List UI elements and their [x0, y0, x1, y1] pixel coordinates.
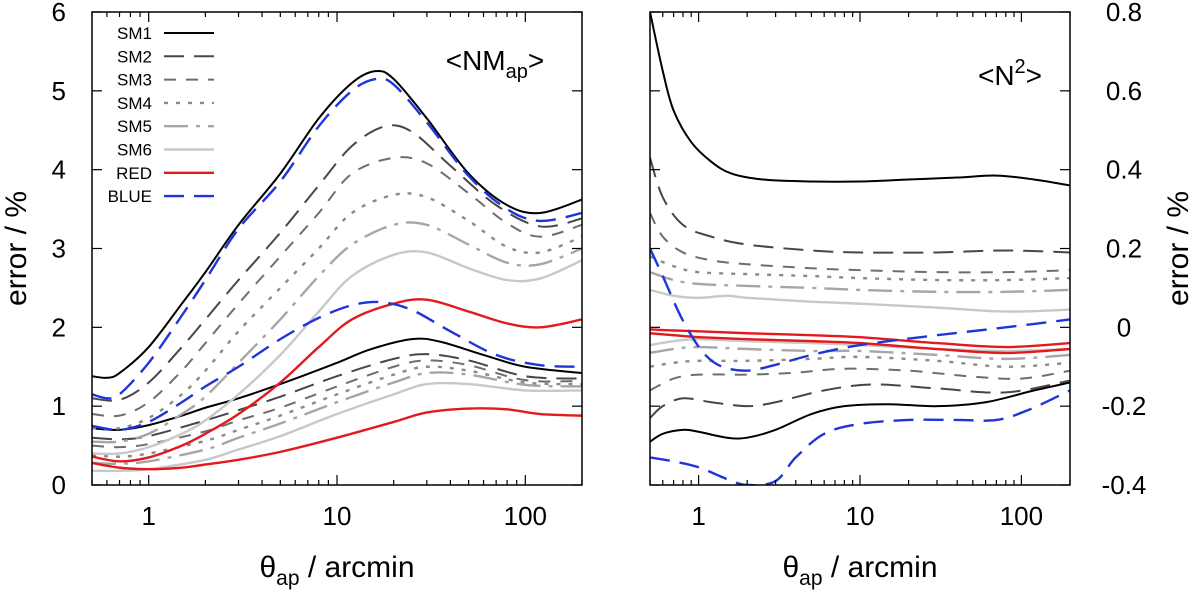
series-line-sm6-upper [92, 249, 582, 456]
series-line-sm5-upper [650, 271, 1070, 294]
legend-label-red: RED [116, 164, 152, 183]
x-axis-label: θap / arcmin [782, 551, 937, 590]
legend-label-sm1: SM1 [117, 24, 152, 43]
series-group [92, 69, 582, 473]
y-tick-label: 0 [52, 470, 66, 500]
series-line-red-upper [650, 328, 1070, 349]
y-ticks [92, 11, 582, 486]
series-line-sm2-lower [92, 353, 582, 441]
series-line-sm3-upper [92, 156, 582, 418]
x-tick-label: 100 [1000, 501, 1043, 531]
legend-label-sm2: SM2 [117, 47, 152, 66]
series-line-sm6-lower [650, 337, 1070, 353]
series-line-sm5-lower [650, 345, 1070, 361]
series-line-blue-lower [650, 389, 1070, 485]
series-line-sm1-upper [650, 12, 1070, 187]
y-tick-label: -0.4 [1102, 470, 1147, 500]
series-line-sm6-upper [650, 288, 1070, 313]
legend-label-sm6: SM6 [117, 141, 152, 160]
y-tick-label: 2 [52, 312, 66, 342]
x-tick-label: 1 [691, 501, 705, 531]
y-ticks [650, 11, 1070, 486]
x-tick-label: 100 [504, 501, 547, 531]
y-tick-label: 4 [52, 155, 66, 185]
y-tick-label: -0.2 [1102, 391, 1147, 421]
series-line-sm2-upper [650, 157, 1070, 254]
series-line-sm2-upper [92, 124, 582, 402]
x-tick-label: 1 [141, 501, 155, 531]
series-line-sm3-lower [650, 367, 1070, 392]
series-line-blue-lower [92, 300, 582, 432]
left-panel: 1 10 100 0 1 2 3 4 5 6 error / % θap / arcmin <NMap>… [0, 0, 583, 590]
right-panel: 1 10 100 -0.4 -0.2 0 0.2 0.4 0.6 0.8 error / % θap … [649, 0, 1195, 590]
y-tick-label: 6 [52, 0, 66, 27]
y-tick-label: 0 [1117, 312, 1131, 342]
y-tick-label: 0.2 [1106, 234, 1142, 264]
legend-label-sm4: SM4 [117, 94, 152, 113]
series-group [650, 12, 1070, 485]
y-tick-label: 5 [52, 76, 66, 106]
x-tick-label: 10 [846, 501, 875, 531]
series-line-red-upper [92, 298, 582, 463]
series-line-blue-upper [92, 77, 582, 400]
legend-label-blue: BLUE [108, 187, 152, 206]
series-line-blue-upper [650, 247, 1070, 372]
x-axis-label: θap / arcmin [259, 551, 414, 590]
x-tick-label: 10 [323, 501, 352, 531]
x-ticks [91, 12, 583, 485]
y-tick-label: 3 [52, 234, 66, 264]
series-line-sm1-lower [92, 337, 582, 431]
panel-label: <NMap> [446, 45, 545, 83]
series-line-sm1-upper [92, 69, 582, 379]
series-line-red-lower [650, 332, 1070, 355]
series-line-sm4-upper [650, 255, 1070, 282]
y-tick-label: 1 [52, 391, 66, 421]
series-line-sm5-lower [92, 371, 582, 465]
series-line-sm3-lower [92, 359, 582, 449]
y-tick-label: 0.8 [1106, 0, 1142, 27]
y-axis-label: error / % [1162, 191, 1195, 306]
series-line-sm5-upper [92, 221, 582, 444]
legend-label-sm3: SM3 [117, 71, 152, 90]
series-line-sm2-lower [650, 379, 1070, 419]
series-line-sm3-upper [650, 212, 1070, 274]
y-axis-label: error / % [0, 191, 33, 306]
y-tick-label: 0.4 [1106, 155, 1142, 185]
series-line-red-lower [92, 407, 582, 471]
panel-label: <N2> [978, 56, 1042, 91]
x-ticks [649, 12, 1071, 485]
legend-label-sm5: SM5 [117, 117, 152, 136]
series-line-sm1-lower [650, 381, 1070, 443]
legend: SM1 SM2 SM3 SM4 SM5 SM6 RED BLUE [108, 24, 214, 206]
y-tick-label: 0.6 [1106, 76, 1142, 106]
series-line-sm6-lower [92, 381, 582, 473]
